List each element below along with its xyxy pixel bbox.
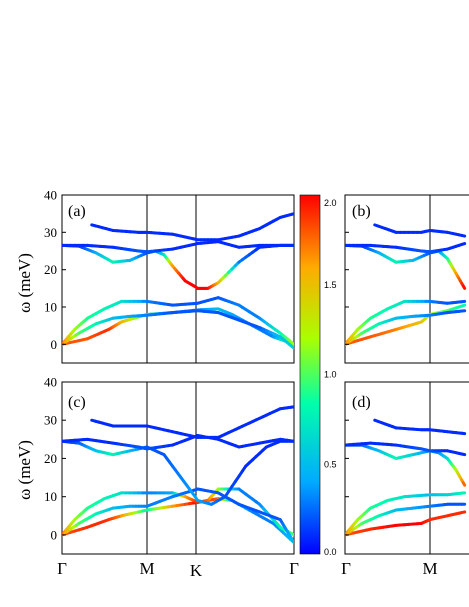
panel-c-label: (c) <box>68 394 86 411</box>
kpoint-gamma-start: Γ <box>57 559 67 578</box>
yticks-top: 0 10 20 30 40 <box>44 188 349 352</box>
band-c-2-segment <box>290 537 294 545</box>
panel-a-bands <box>62 212 294 350</box>
kpoint-m-d: M <box>422 559 437 578</box>
colorbar-tick-label: 1.5 <box>324 280 337 290</box>
band-b-4-segment <box>460 242 467 246</box>
colorbar-tick-label: 1.0 <box>324 370 337 380</box>
panel-b-frame <box>344 194 469 364</box>
kpoint-gamma-end: Γ <box>289 559 299 578</box>
ylabel-bottom: ω (meV) <box>15 440 34 500</box>
band-d-4-segment <box>460 452 467 457</box>
yticks-bottom: 0 10 20 30 40 <box>44 375 349 542</box>
ytick-label: 30 <box>44 413 57 428</box>
colorbar-ticks: 0.0 0.5 1.0 1.5 2.0 <box>324 198 337 557</box>
panel-d-bands <box>345 418 467 537</box>
band-b-0-segment <box>460 303 467 308</box>
band-a-2-segment <box>290 344 294 350</box>
band-d-3-segment <box>461 481 467 487</box>
panel-b-bands <box>345 223 467 346</box>
ytick-label: 0 <box>51 527 58 542</box>
panel-d-frame <box>344 381 469 555</box>
band-b-5-segment <box>460 233 467 238</box>
band-d-0-segment <box>460 510 467 515</box>
colorbar <box>299 194 321 555</box>
kpoint-m: M <box>139 559 154 578</box>
ytick-label: 10 <box>44 300 57 315</box>
ytick-label: 30 <box>44 225 57 240</box>
panel-b-label: (b) <box>352 203 371 220</box>
panel-a-label: (a) <box>68 203 86 220</box>
panel-c-frame <box>61 381 295 555</box>
band-a-5-segment <box>290 212 294 216</box>
panel-c-bands <box>62 405 294 545</box>
ytick-label: 10 <box>44 489 57 504</box>
ytick-label: 40 <box>44 188 57 203</box>
ytick-label: 20 <box>44 262 57 277</box>
band-b-3-segment <box>461 284 467 290</box>
kpoint-k: K <box>190 561 203 580</box>
ytick-label: 40 <box>44 375 57 390</box>
panel-a-frame <box>61 194 295 364</box>
kpoint-gamma-start-d: Γ <box>341 559 351 578</box>
ylabel-top: ω (meV) <box>15 253 34 313</box>
panel-d-label: (d) <box>352 394 371 411</box>
colorbar-tick-label: 2.0 <box>324 198 337 208</box>
ytick-label: 20 <box>44 451 57 466</box>
colorbar-tick-label: 0.5 <box>324 459 337 469</box>
colorbar-tick-label: 0.0 <box>324 547 337 557</box>
ytick-label: 0 <box>51 337 58 352</box>
band-c-1-segment <box>290 532 294 537</box>
band-a-1-segment <box>290 340 294 346</box>
